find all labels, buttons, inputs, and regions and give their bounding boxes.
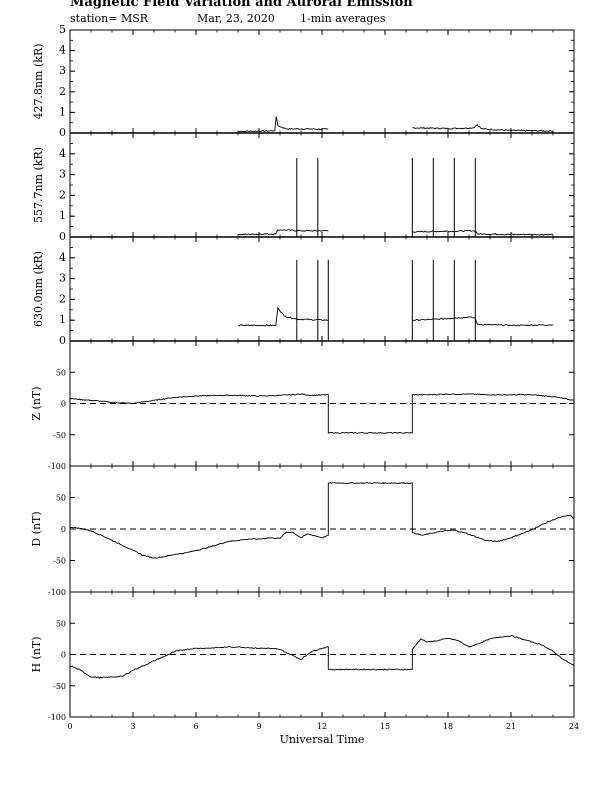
averaging-label: 1-min averages [300, 12, 386, 25]
y-tick-label-p6300: 4 [59, 251, 66, 264]
y-tick-label-pH: -100 [48, 713, 66, 722]
y-tick-label-pZ: -100 [48, 462, 66, 471]
y-tick-label-pD: 0 [61, 525, 66, 534]
x-axis-label: Universal Time [280, 733, 365, 746]
y-tick-label-pD: -50 [53, 557, 66, 566]
y-tick-label-p4278: 1 [59, 105, 66, 118]
y-tick-label-p4278: 5 [59, 23, 66, 36]
y-tick-label-p5577: 0 [59, 230, 66, 243]
series-line-p4278-0 [238, 116, 329, 133]
y-axis-label-p5577: 557.7nm (kR) [32, 147, 45, 223]
x-tick-label: 18 [443, 722, 453, 731]
x-tick-label: 3 [130, 722, 135, 731]
y-tick-label-p5577: 3 [59, 168, 66, 181]
y-tick-label-p4278: 0 [59, 126, 66, 139]
y-tick-label-pZ: 0 [61, 400, 66, 409]
x-tick-label: 15 [380, 722, 390, 731]
x-tick-label: 6 [193, 722, 198, 731]
y-tick-label-pZ: 50 [56, 368, 66, 377]
series-line-pZ-0 [69, 393, 575, 434]
y-tick-label-pD: -100 [48, 588, 66, 597]
y-tick-label-p6300: 2 [59, 292, 66, 305]
series-line-p6300-0 [237, 306, 329, 327]
panel-frame-p4278 [69, 29, 575, 134]
x-tick-label: 24 [569, 722, 579, 731]
y-tick-label-p5577: 4 [59, 147, 66, 160]
y-tick-label-pH: 0 [61, 651, 66, 660]
station-label: station= MSR [70, 12, 149, 25]
y-axis-label-pD: D (nT) [30, 511, 43, 546]
y-tick-label-p6300: 1 [59, 313, 66, 326]
panel-frame-p5577 [69, 132, 575, 238]
y-tick-label-p4278: 3 [59, 64, 66, 77]
y-tick-label-pH: -50 [53, 682, 66, 691]
y-tick-label-pD: 50 [56, 494, 66, 503]
y-tick-label-pZ: -50 [53, 431, 66, 440]
series-line-p5577-0 [237, 229, 329, 236]
x-tick-label: 0 [67, 722, 72, 731]
y-axis-label-pH: H (nT) [30, 636, 43, 672]
series-line-p5577-1 [412, 229, 554, 236]
series-line-p4278-1 [412, 124, 554, 133]
chart-title: Magnetic Field Variation and Auroral Emi… [70, 0, 413, 10]
x-tick-label: 21 [506, 722, 516, 731]
series-line-pD-0 [69, 481, 575, 559]
date-label: Mar, 23, 2020 [197, 12, 275, 25]
y-tick-label-pH: 50 [56, 619, 66, 628]
panel-frame-p6300 [69, 236, 575, 342]
y-tick-label-p5577: 1 [59, 209, 66, 222]
x-tick-label: 12 [317, 722, 327, 731]
y-axis-label-pZ: Z (nT) [30, 386, 43, 420]
y-tick-label-p6300: 0 [59, 334, 66, 347]
y-axis-label-p4278: 427.8nm (kR) [32, 43, 45, 119]
y-axis-label-p6300: 630.0nm (kR) [32, 251, 45, 327]
y-tick-label-p4278: 4 [59, 44, 66, 57]
x-tick-label: 9 [256, 722, 261, 731]
y-tick-label-p4278: 2 [59, 85, 66, 98]
y-tick-label-p5577: 2 [59, 188, 66, 201]
series-line-pH-0 [69, 635, 575, 679]
y-tick-label-p6300: 3 [59, 272, 66, 285]
series-line-p6300-1 [412, 316, 554, 327]
